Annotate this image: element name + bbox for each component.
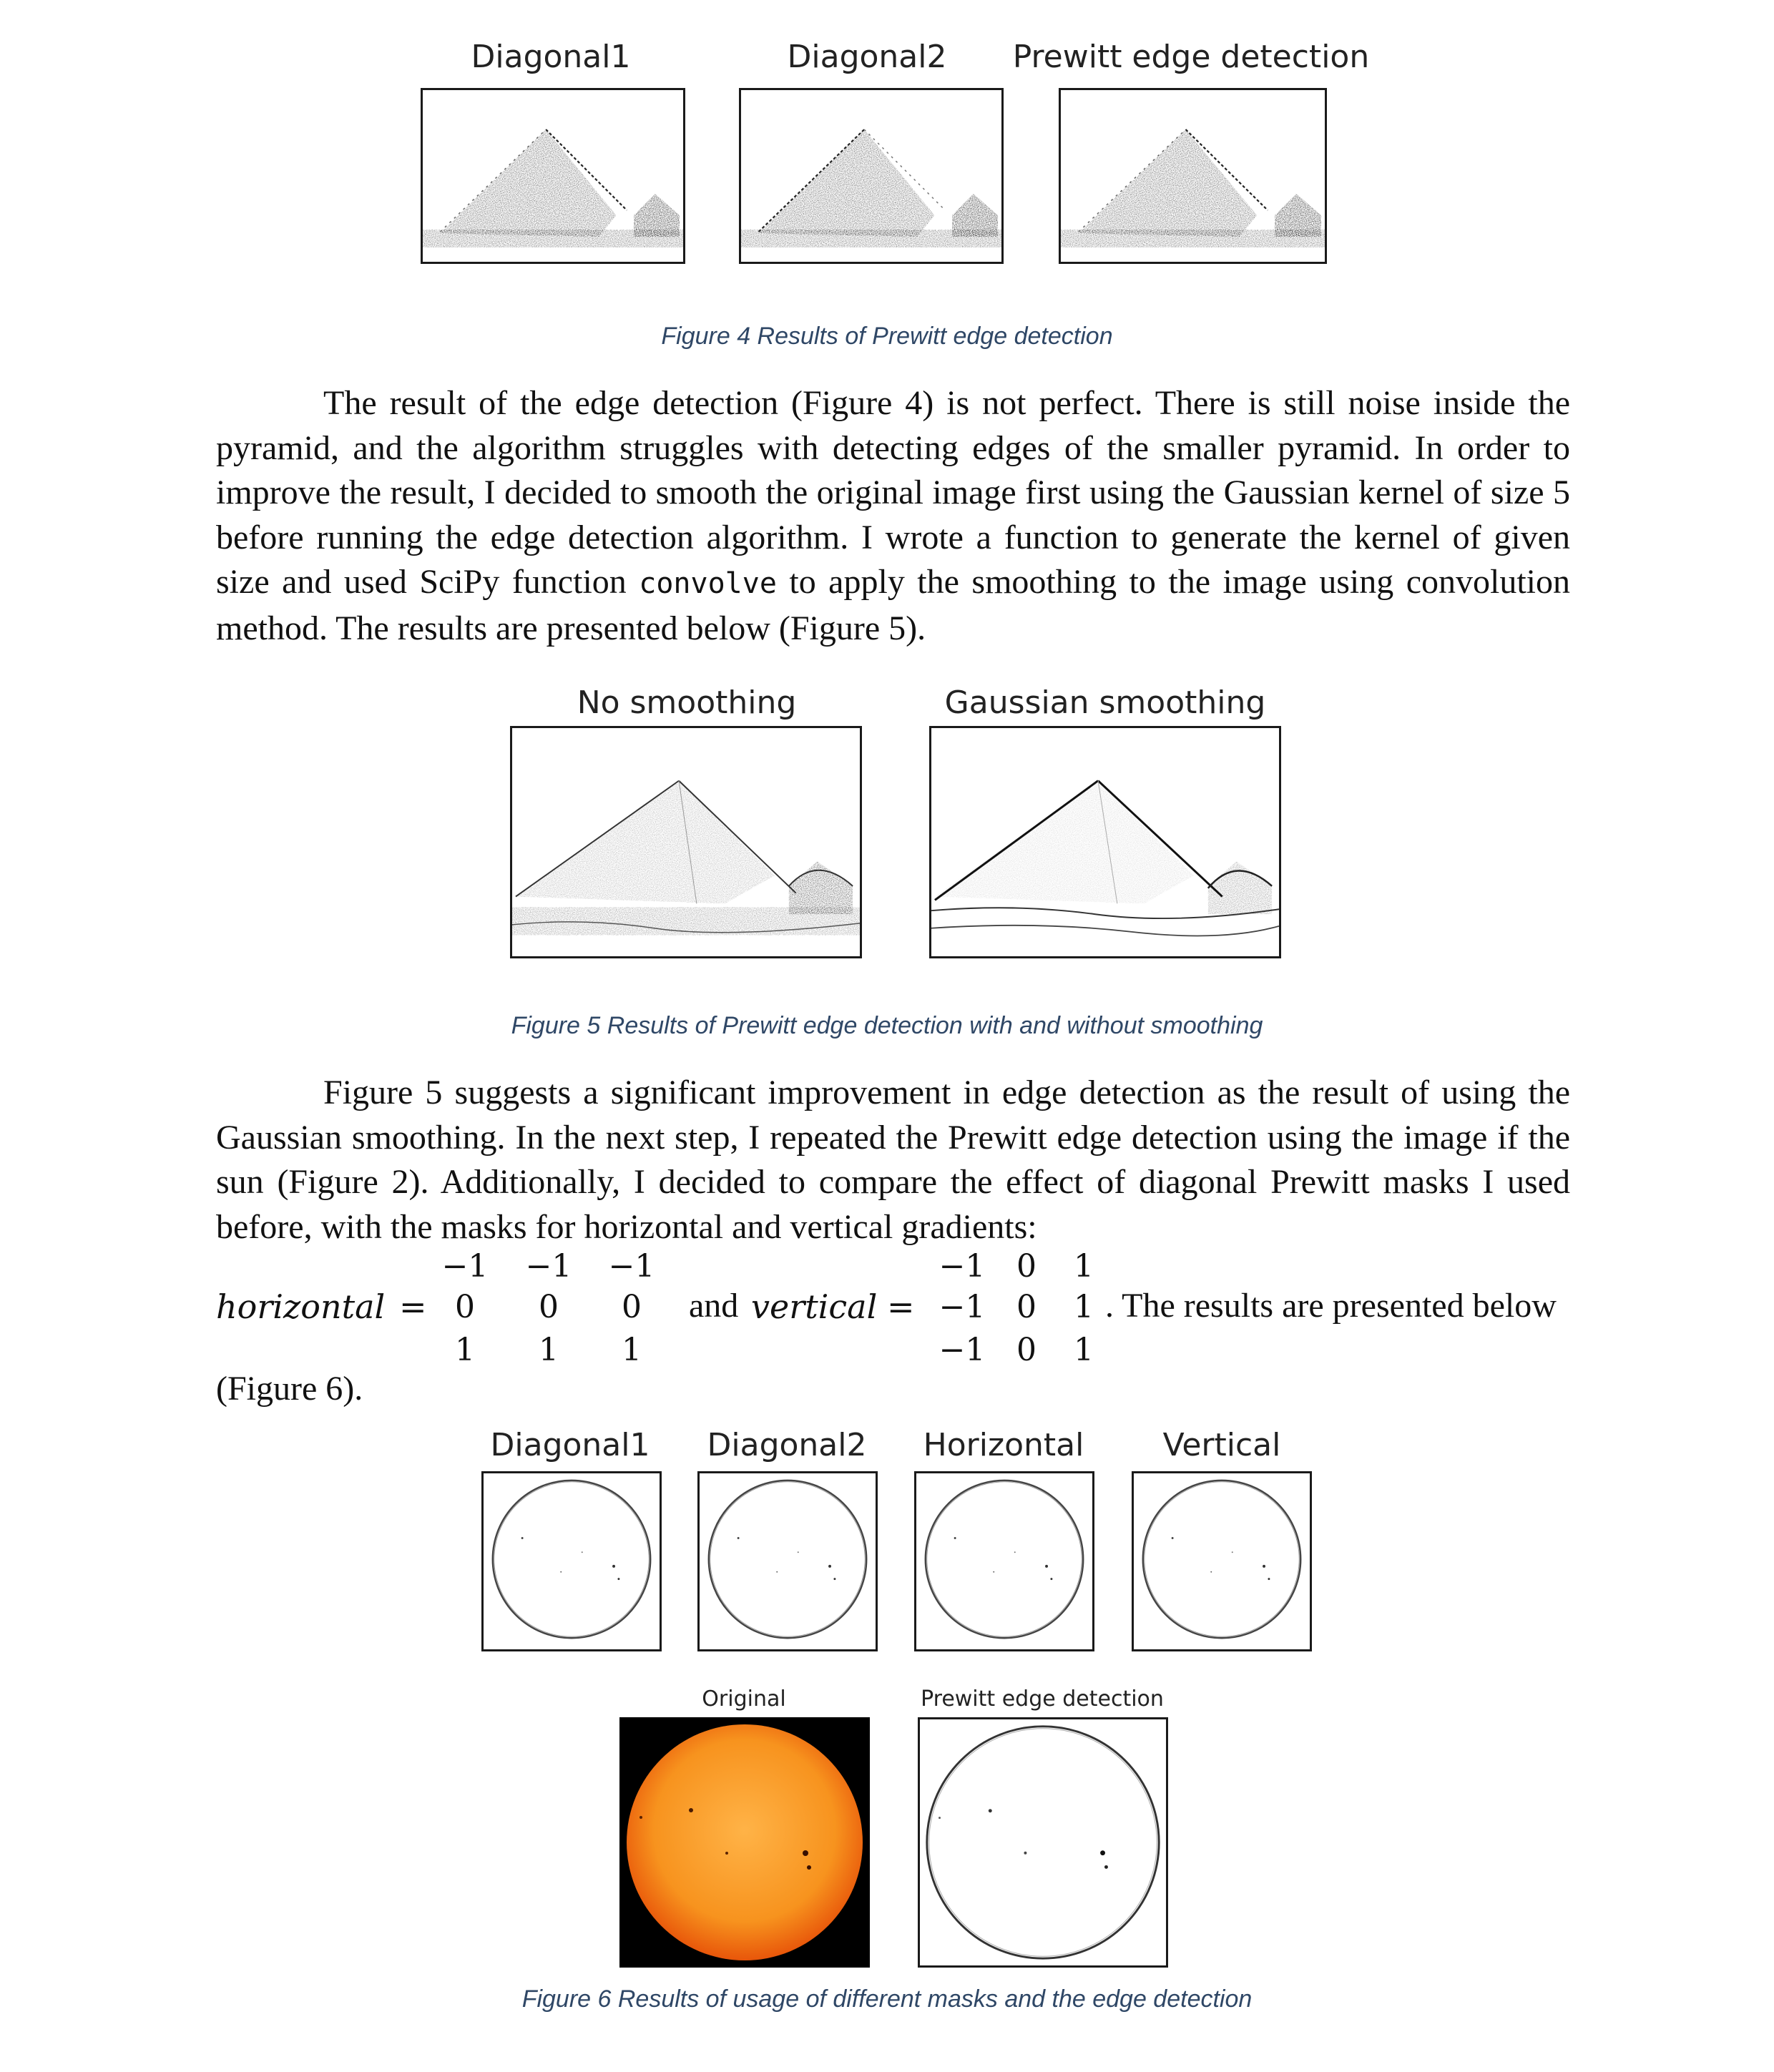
h-matrix-cell: 0 — [455, 1289, 475, 1325]
paragraph-1-text: The result of the edge detection (Figure… — [216, 384, 1570, 601]
v-matrix-cell: 0 — [1016, 1332, 1037, 1368]
fig6-image-vertical — [1132, 1471, 1312, 1651]
fig4-image-diagonal2 — [739, 88, 1004, 264]
paragraph-1-text-tail: to apply the smoothing to the image usin… — [216, 563, 1571, 647]
horizontal-equals: = — [399, 1287, 427, 1326]
fig4-panel-title-diagonal2: Diagonal2 — [787, 39, 947, 75]
h-matrix-cell: −1 — [441, 1248, 489, 1285]
h-matrix-cell: −1 — [525, 1248, 572, 1285]
horizontal-label: horizontal — [216, 1287, 386, 1326]
figure4-caption: Figure 4 Results of Prewitt edge detecti… — [661, 323, 1113, 350]
v-matrix-cell: 0 — [1016, 1289, 1037, 1325]
vertical-label: vertical — [751, 1287, 878, 1326]
fig6-image-horizontal — [914, 1471, 1094, 1651]
fig6-panel-title-vertical: Vertical — [1162, 1427, 1281, 1463]
fig6-bottom-title-prewitt: Prewitt edge detection — [921, 1686, 1164, 1712]
and-text: and — [689, 1287, 739, 1325]
fig5-panel-title-gaussian: Gaussian smoothing — [944, 684, 1266, 721]
fig4-image-prewitt — [1059, 88, 1327, 264]
h-matrix-cell: 0 — [539, 1289, 559, 1325]
v-matrix-cell: 1 — [1074, 1289, 1094, 1325]
paragraph-2: Figure 5 suggests a significant improvem… — [216, 1071, 1570, 1249]
fig5-panel-title-no-smoothing: No smoothing — [577, 684, 797, 721]
h-matrix-cell: 1 — [622, 1332, 642, 1368]
fig4-panel-title-prewitt: Prewitt edge detection — [1012, 39, 1370, 75]
paragraph-2-text: Figure 5 suggests a significant improvem… — [216, 1074, 1570, 1246]
fig6-image-prewitt — [918, 1717, 1168, 1968]
fig5-image-no-smoothing — [510, 726, 862, 958]
figure6-reference: (Figure 6). — [216, 1370, 363, 1408]
fig4-panel-title-diagonal1: Diagonal1 — [471, 39, 631, 75]
fig6-panel-title-diagonal2: Diagonal2 — [707, 1427, 867, 1463]
figure6-caption: Figure 6 Results of usage of different m… — [521, 1985, 1253, 2013]
fig6-image-diagonal2 — [697, 1471, 878, 1651]
v-matrix-cell: −1 — [939, 1289, 986, 1325]
fig6-image-original-sun — [619, 1717, 870, 1968]
h-matrix-cell: 0 — [622, 1289, 642, 1325]
fig6-image-diagonal1 — [481, 1471, 662, 1651]
v-matrix-cell: 1 — [1074, 1332, 1094, 1368]
v-matrix-cell: 1 — [1074, 1248, 1094, 1285]
v-matrix-cell: 0 — [1016, 1248, 1037, 1285]
v-matrix-cell: −1 — [939, 1332, 986, 1368]
equation-tail-text: . The results are presented below — [1105, 1287, 1557, 1325]
figure5-caption: Figure 5 Results of Prewitt edge detecti… — [511, 1012, 1263, 1039]
code-convolve: convolve — [639, 567, 777, 600]
fig4-image-diagonal1 — [421, 88, 685, 264]
fig6-bottom-title-original: Original — [702, 1686, 786, 1712]
h-matrix-cell: −1 — [608, 1248, 655, 1285]
paragraph-1: The result of the edge detection (Figure… — [216, 381, 1570, 651]
fig5-image-gaussian — [929, 726, 1281, 958]
h-matrix-cell: 1 — [455, 1332, 475, 1368]
sun-disk — [627, 1724, 863, 1960]
fig6-panel-title-diagonal1: Diagonal1 — [490, 1427, 650, 1463]
vertical-equals: = — [887, 1287, 915, 1326]
h-matrix-cell: 1 — [539, 1332, 559, 1368]
v-matrix-cell: −1 — [939, 1248, 986, 1285]
fig6-panel-title-horizontal: Horizontal — [923, 1427, 1084, 1463]
